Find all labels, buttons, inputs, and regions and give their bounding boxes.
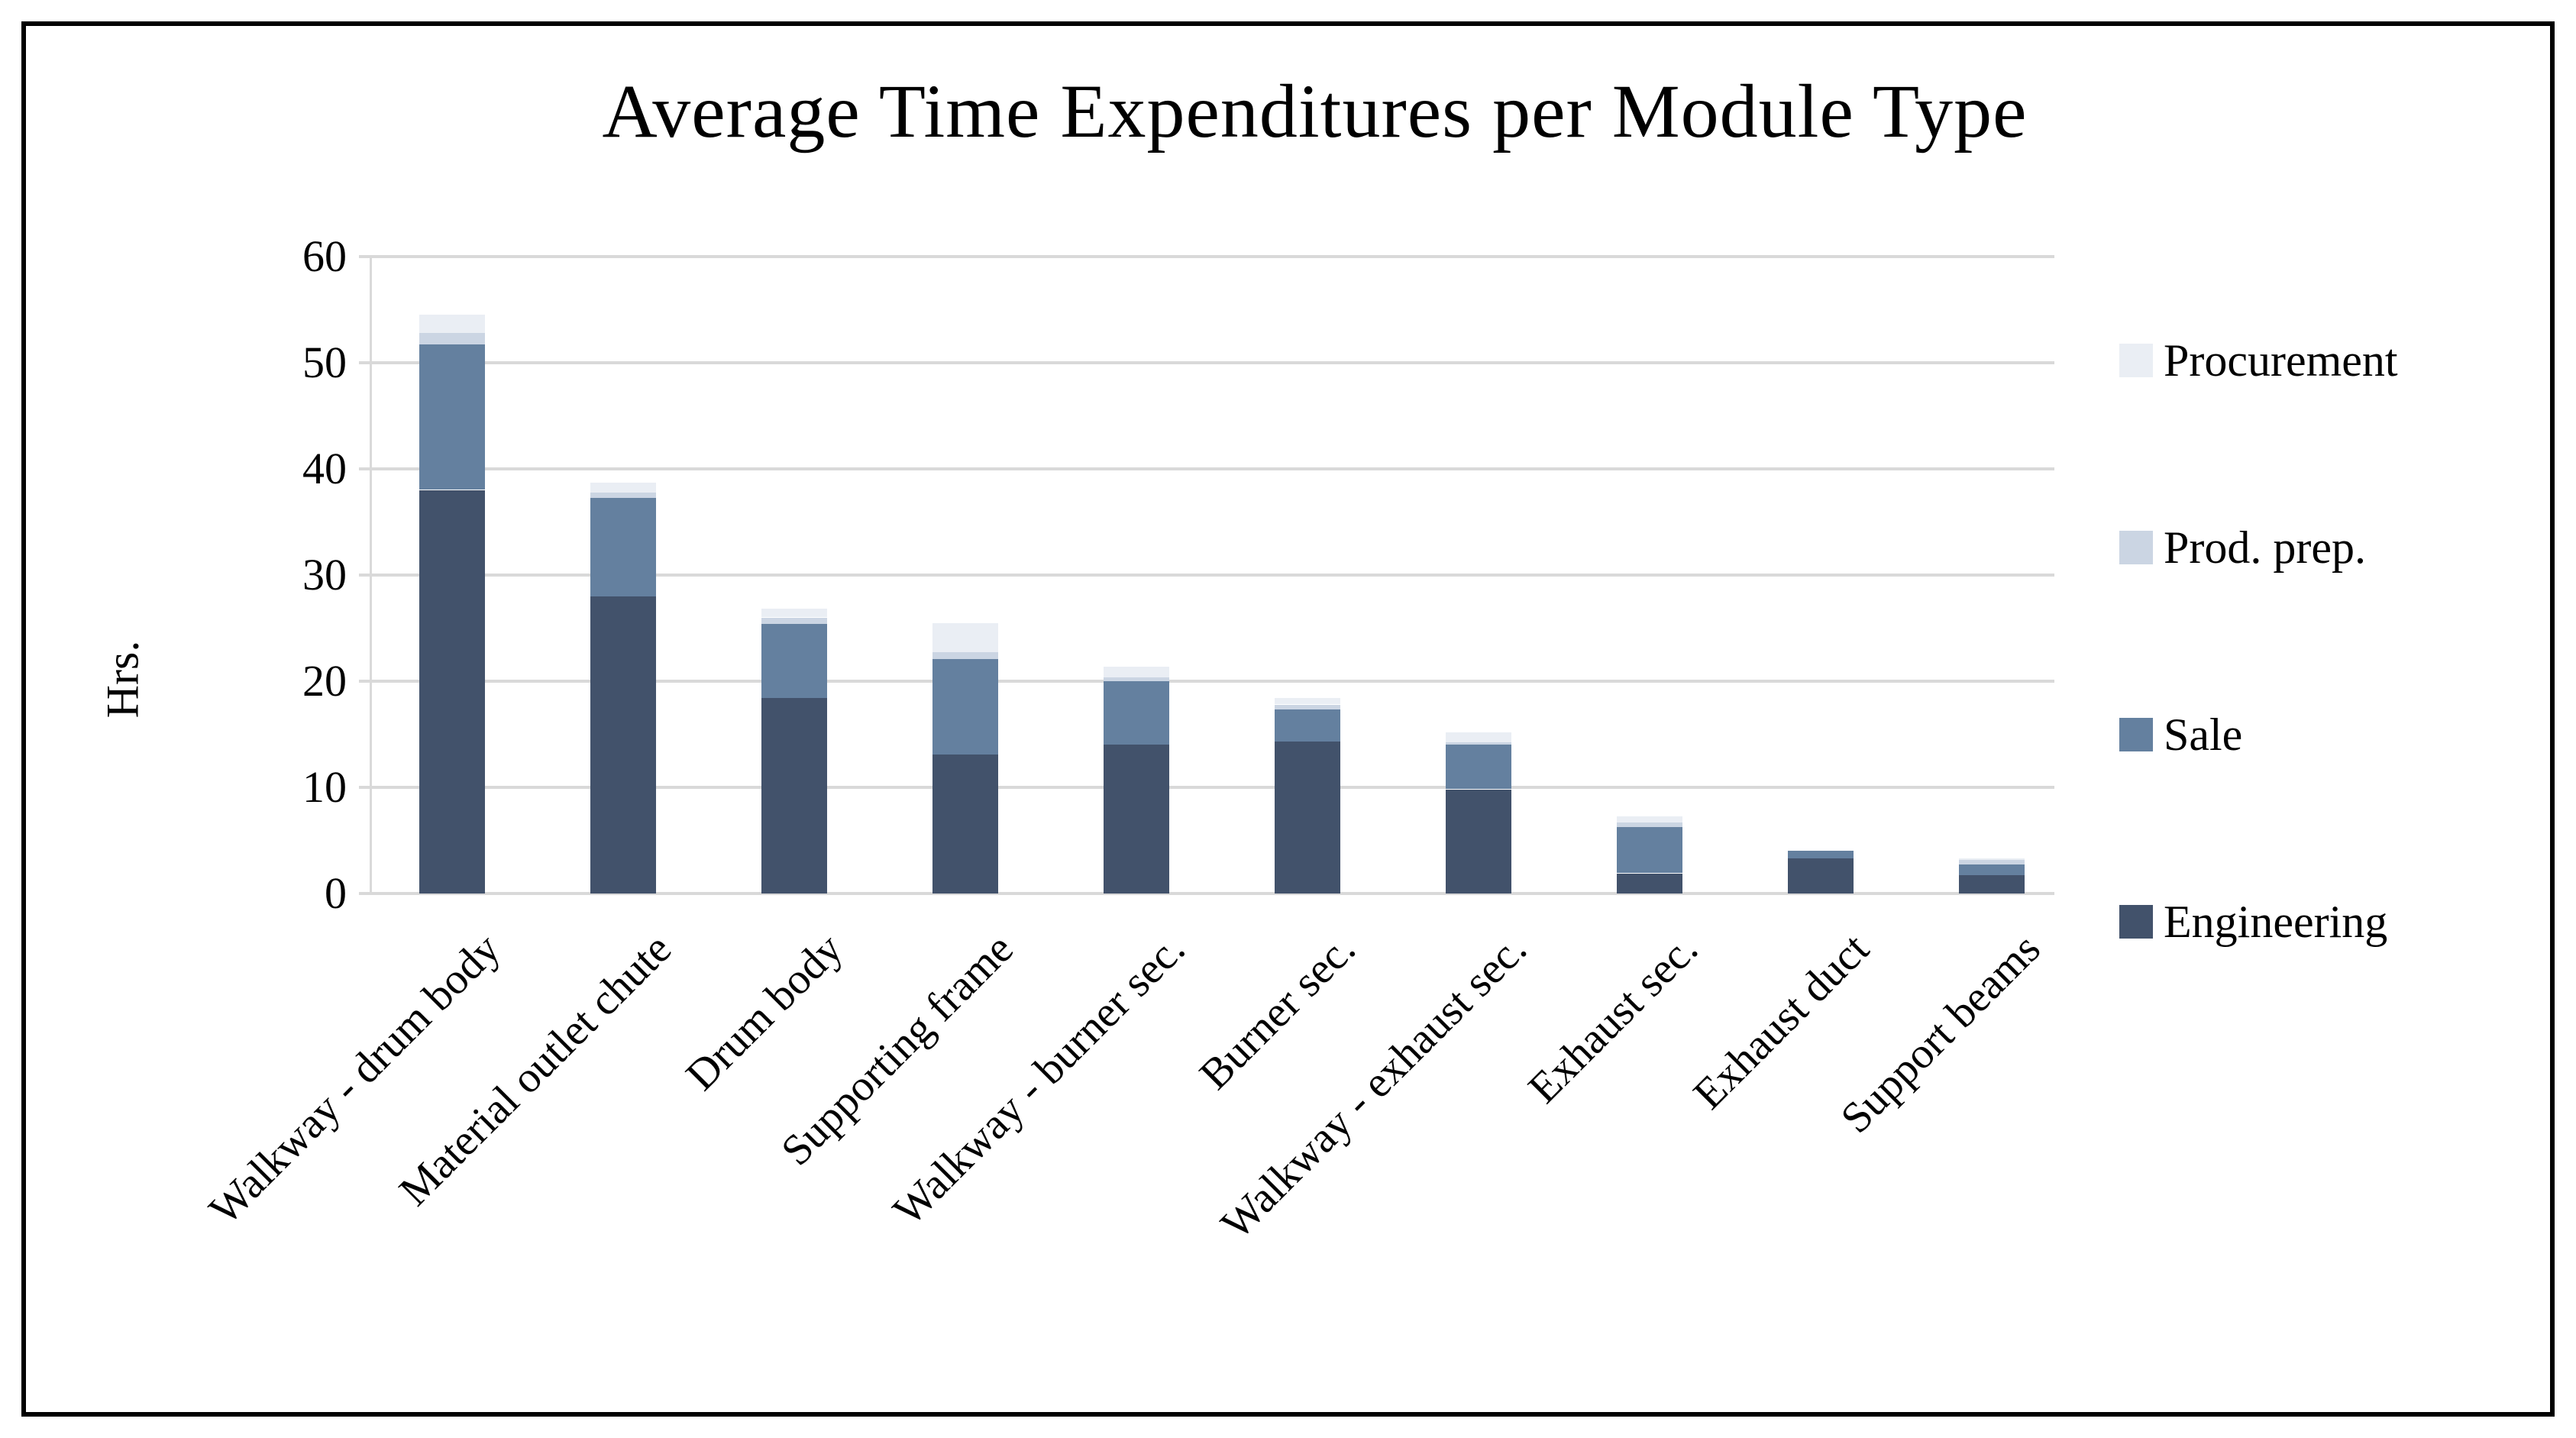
bar-segment-engineering-5 [1275, 742, 1340, 893]
bar-segment-sale-7 [1617, 826, 1682, 873]
gridline-0 [359, 892, 2054, 895]
legend-swatch-icon [2119, 905, 2153, 939]
y-tick-20: 20 [302, 656, 347, 706]
y-tick-40: 40 [302, 444, 347, 493]
bar-segment-engineering-7 [1617, 874, 1682, 893]
x-label-4: Walkway - burner sec. [884, 924, 1194, 1235]
gridline-40 [359, 467, 2054, 470]
bar-segment-prod-prep-5 [1275, 705, 1340, 709]
legend-label: Prod. prep. [2164, 522, 2366, 573]
gridline-10 [359, 786, 2054, 789]
bar-segment-prod-prep-7 [1617, 822, 1682, 827]
legend-swatch-icon [2119, 531, 2153, 564]
bar-segment-sale-5 [1275, 709, 1340, 742]
y-tick-10: 10 [302, 762, 347, 812]
bar-segment-sale-3 [932, 659, 998, 755]
bar-segment-engineering-2 [761, 698, 827, 893]
x-label-5: Burner sec. [1191, 924, 1366, 1099]
bar-segment-procurement-7 [1617, 816, 1682, 822]
y-tick-60: 60 [302, 231, 347, 281]
bar-segment-prod-prep-1 [590, 493, 656, 498]
bar-segment-procurement-2 [761, 609, 827, 617]
bar-segment-sale-0 [419, 344, 485, 490]
y-tick-30: 30 [302, 550, 347, 599]
bar-segment-procurement-1 [590, 483, 656, 493]
bar-segment-procurement-6 [1446, 732, 1511, 742]
bar-segment-procurement-0 [419, 315, 485, 333]
bar-segment-sale-4 [1104, 681, 1169, 745]
x-label-6: Walkway - exhaust sec. [1212, 924, 1537, 1249]
chart-title: Average Time Expenditures per Module Typ… [602, 69, 2028, 153]
bar-segment-prod-prep-6 [1446, 742, 1511, 745]
bar-segment-engineering-6 [1446, 790, 1511, 893]
x-label-2: Drum body [676, 924, 852, 1100]
bar-segment-sale-9 [1959, 864, 2025, 875]
y-tick-0: 0 [325, 868, 347, 918]
y-axis-line [370, 257, 372, 893]
y-tick-50: 50 [302, 338, 347, 387]
bar-segment-procurement-5 [1275, 698, 1340, 704]
bar-segment-engineering-1 [590, 596, 656, 893]
legend-swatch-icon [2119, 718, 2153, 751]
bar-segment-prod-prep-3 [932, 651, 998, 659]
bar-segment-engineering-3 [932, 755, 998, 893]
bar-segment-procurement-4 [1104, 667, 1169, 677]
legend-swatch-icon [2119, 344, 2153, 377]
x-label-0: Walkway - drum body [200, 924, 510, 1234]
bar-segment-prod-prep-2 [761, 618, 827, 624]
bar-segment-sale-8 [1788, 851, 1854, 858]
bar-segment-sale-2 [761, 624, 827, 698]
gridline-30 [359, 574, 2054, 577]
legend-label: Engineering [2164, 897, 2388, 947]
bar-segment-engineering-9 [1959, 875, 2025, 893]
bar-segment-engineering-4 [1104, 745, 1169, 893]
bar-segment-engineering-8 [1788, 858, 1854, 893]
y-axis-title: Hrs. [97, 640, 148, 719]
x-label-7: Exhaust sec. [1519, 924, 1708, 1113]
bar-segment-procurement-9 [1959, 858, 2025, 860]
bar-segment-prod-prep-4 [1104, 677, 1169, 681]
legend-label: Procurement [2164, 335, 2398, 386]
bar-segment-sale-1 [590, 498, 656, 596]
legend-label: Sale [2164, 709, 2243, 760]
gridline-50 [359, 361, 2054, 364]
gridline-20 [359, 680, 2054, 683]
bar-segment-sale-6 [1446, 745, 1511, 789]
bar-segment-engineering-0 [419, 490, 485, 893]
bar-segment-prod-prep-0 [419, 333, 485, 344]
gridline-60 [359, 255, 2054, 258]
bar-segment-procurement-3 [932, 623, 998, 652]
bar-segment-prod-prep-9 [1959, 860, 2025, 864]
